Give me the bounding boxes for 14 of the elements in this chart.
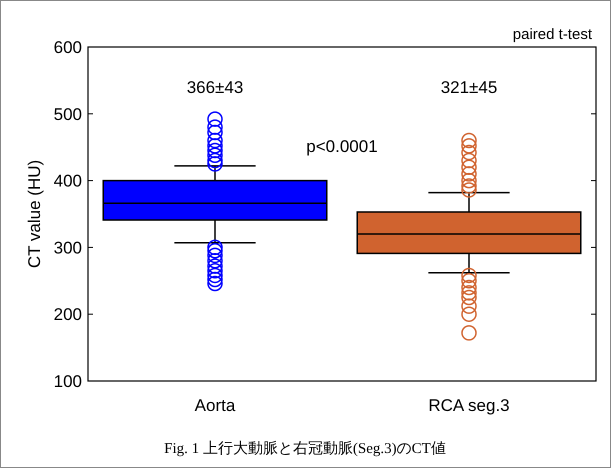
annotation: 321±45 — [440, 78, 498, 98]
y-tick-label: 400 — [54, 172, 82, 191]
y-tick-label: 300 — [54, 238, 82, 258]
annotation: p<0.0001 — [306, 137, 378, 156]
y-tick-label: 100 — [54, 372, 82, 391]
y-tick-label: 500 — [54, 104, 82, 124]
y-tick-label: 600 — [54, 38, 82, 57]
annotation: 366±43 — [186, 78, 244, 98]
text: paired t-test — [512, 26, 593, 43]
y-axis-title: CT value (HU) — [25, 160, 44, 268]
y-tick-label: 200 — [54, 305, 82, 324]
x-tick-label: Aorta — [194, 396, 236, 415]
x-tick-label: RCA seg.3 — [428, 396, 510, 415]
caption: Fig. 1 上行大動脈と右冠動脈(Seg.3)のCT値 — [164, 440, 446, 457]
